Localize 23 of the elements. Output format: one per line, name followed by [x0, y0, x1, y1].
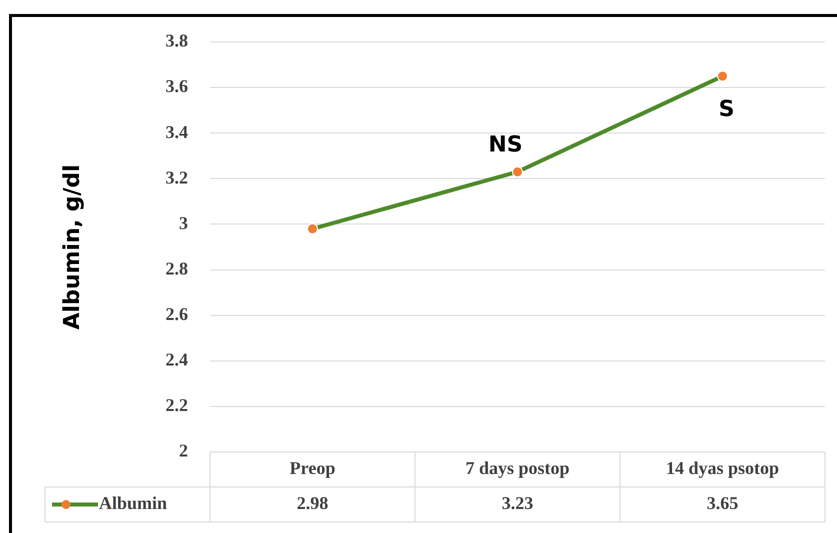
y-tick-label: 2.8 [166, 258, 188, 278]
annotation: NS [488, 132, 523, 158]
y-tick-label: 2 [179, 440, 188, 461]
x-tick-label: Preop [290, 458, 336, 478]
y-tick-label: 3.8 [166, 30, 188, 51]
y-tick-label: 3.2 [166, 167, 188, 188]
y-axis-title: Albumin, g/dl [60, 164, 85, 330]
y-tick-label: 2.4 [166, 350, 188, 370]
data-label: 3.23 [502, 493, 534, 514]
y-tick-label: 3.4 [166, 122, 188, 142]
legend-label: Albumin [99, 493, 168, 514]
x-tick-label: 7 days postop [465, 458, 570, 478]
data-label: 3.65 [706, 493, 738, 514]
y-tick-label: 3.6 [166, 76, 188, 96]
point [512, 166, 523, 178]
x-tick-label: 14 dyas psotop [666, 458, 780, 478]
annotation: S [718, 96, 734, 122]
y-tick-label: 2.2 [166, 395, 188, 416]
point [717, 70, 728, 82]
point [307, 223, 318, 234]
data-label: 2.98 [296, 493, 328, 514]
y-tick-label: 3 [179, 212, 188, 233]
y-tick-label: 2.6 [166, 304, 188, 324]
